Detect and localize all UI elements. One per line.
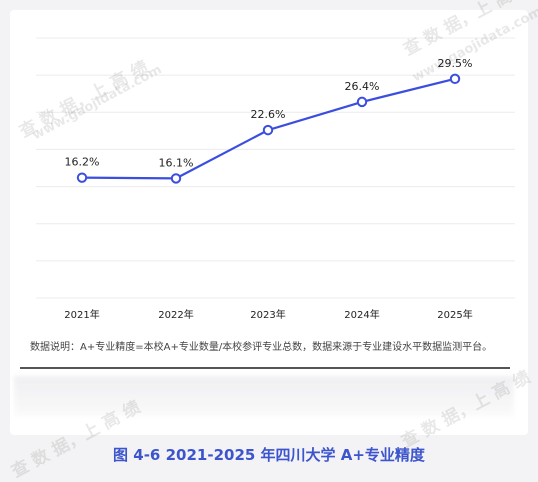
data-labels: 16.2% 16.1% 22.6% 26.4% 29.5% (65, 57, 473, 170)
data-label: 16.2% (65, 156, 100, 169)
x-tick-label: 2022年 (158, 308, 193, 321)
data-label: 22.6% (251, 108, 286, 121)
x-tick-labels: 2021年 2022年 2023年 2024年 2025年 (64, 308, 472, 321)
data-point (356, 96, 368, 108)
data-points (76, 73, 461, 184)
data-point (262, 124, 274, 136)
x-tick-label: 2021年 (64, 308, 99, 321)
data-point (76, 172, 88, 183)
data-label: 26.4% (345, 80, 380, 93)
data-label: 16.1% (159, 156, 194, 169)
grid-lines (36, 37, 515, 299)
divider (20, 367, 510, 369)
x-tick-label: 2024年 (344, 308, 379, 321)
data-point (170, 173, 182, 184)
blurred-text-band (14, 376, 514, 416)
chart-card (10, 10, 528, 435)
figure-caption: 图 4-6 2021-2025 年四川大学 A+专业精度 (113, 446, 425, 464)
data-note: 数据说明：A+专业精度=本校A+专业数量/本校参评专业总数，数据来源于专业建设水… (30, 342, 493, 353)
x-tick-label: 2023年 (250, 308, 285, 321)
data-label: 29.5% (438, 57, 473, 70)
x-tick-label: 2025年 (437, 308, 472, 321)
data-point (449, 73, 461, 85)
